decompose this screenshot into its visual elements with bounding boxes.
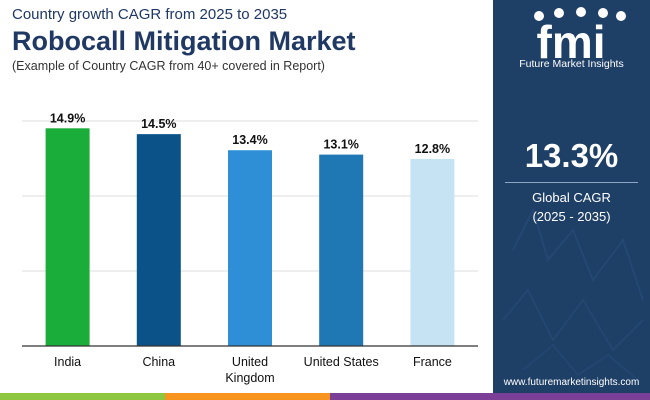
chart-title: Robocall Mitigation Market — [12, 26, 356, 56]
cagr-period-text: (2025 - 2035) — [532, 209, 611, 224]
global-cagr-value: 13.3% — [524, 137, 619, 174]
strip-segment-orange — [165, 393, 330, 400]
bar-india — [45, 128, 90, 346]
category-label: India — [54, 355, 81, 369]
cagr-label-text: Global CAGR — [532, 190, 611, 205]
chart-subtitle: Country growth CAGR from 2025 to 2035 — [12, 6, 288, 23]
bar-united-kingdom — [228, 150, 272, 346]
data-label: 14.5% — [141, 117, 176, 131]
cagr-divider — [505, 182, 638, 183]
chart-header: Country growth CAGR from 2025 to 2035 Ro… — [12, 6, 356, 74]
fmi-logo: fmi — [534, 7, 626, 68]
data-label: 14.9% — [50, 111, 85, 125]
logo-text: fmi — [537, 16, 606, 68]
logo-icons — [534, 7, 626, 21]
summary-panel: fmi Future Market Insights 13.3% Global … — [493, 0, 650, 400]
website-link[interactable]: www.futuremarketinsights.com — [503, 377, 640, 388]
bottom-color-strip — [0, 393, 650, 400]
global-cagr-label: Global CAGR (2025 - 2035) — [493, 188, 650, 226]
bar-chart: 14.9% India 14.5% China 13.4% United Kingdom 13… — [22, 111, 478, 385]
data-label: 13.4% — [232, 133, 267, 147]
data-label: 13.1% — [323, 138, 358, 152]
chart-note: (Example of Country CAGR from 40+ covere… — [12, 59, 325, 73]
bar-france — [410, 158, 455, 346]
bar-china — [136, 134, 181, 346]
category-label: United States — [304, 355, 379, 369]
strip-segment-green — [0, 393, 165, 400]
category-label: United Kingdom — [225, 355, 274, 385]
brand-name: Future Market Insights — [519, 58, 624, 70]
panel-texture — [502, 207, 644, 381]
bar-united-states — [319, 154, 364, 346]
category-label: France — [413, 355, 452, 369]
category-label: China — [142, 355, 175, 369]
strip-segment-purple — [330, 393, 650, 400]
data-label: 12.8% — [415, 142, 450, 156]
